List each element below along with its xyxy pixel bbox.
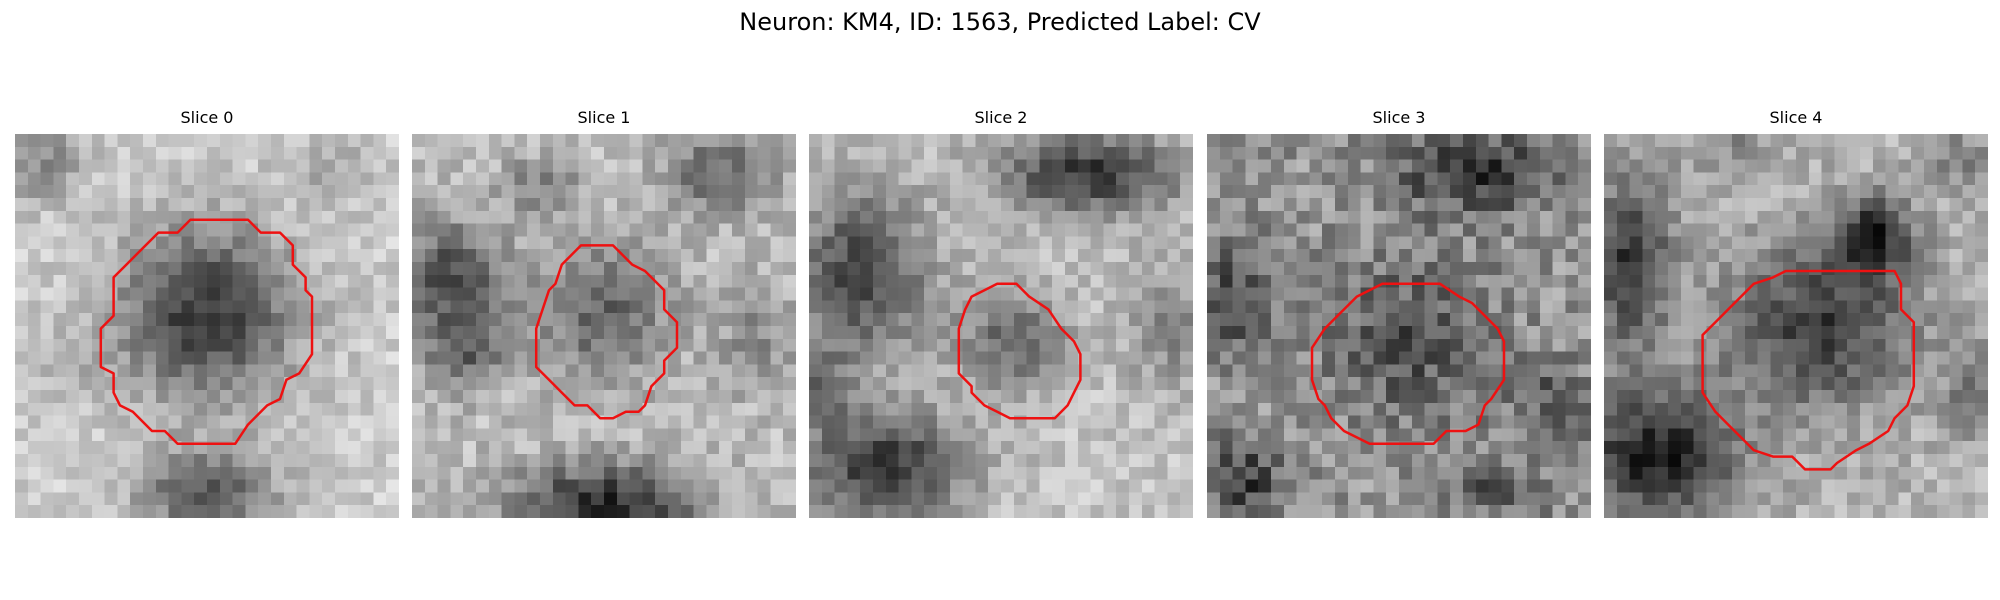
contour-outline [1310, 282, 1506, 446]
cell-contour-polygon [99, 218, 314, 446]
figure-title: Neuron: KM4, ID: 1563, Predicted Label: … [739, 8, 1261, 36]
contour-outline [534, 244, 679, 420]
slice-image [1207, 134, 1591, 518]
slice-title: Slice 2 [974, 108, 1028, 127]
contour-outline [1701, 269, 1916, 471]
slice-title: Slice 0 [180, 108, 234, 127]
slice-panel-4: Slice 4 [1604, 108, 1988, 518]
contour-outline [957, 282, 1082, 420]
slice-image [15, 134, 399, 518]
cell-contour-polygon [957, 282, 1082, 420]
slice-image [412, 134, 796, 518]
slice-panel-3: Slice 3 [1207, 108, 1591, 518]
slice-title: Slice 3 [1372, 108, 1426, 127]
slice-image [809, 134, 1193, 518]
cell-contour-polygon [534, 244, 679, 420]
slice-title: Slice 4 [1769, 108, 1823, 127]
cell-contour-polygon [1701, 269, 1916, 471]
slice-panel-2: Slice 2 [809, 108, 1193, 518]
slice-panel-0: Slice 0 [15, 108, 399, 518]
cell-contour-polygon [1310, 282, 1506, 446]
contour-outline [99, 218, 314, 446]
slice-title: Slice 1 [577, 108, 631, 127]
slice-image [1604, 134, 1988, 518]
slice-panel-1: Slice 1 [412, 108, 796, 518]
